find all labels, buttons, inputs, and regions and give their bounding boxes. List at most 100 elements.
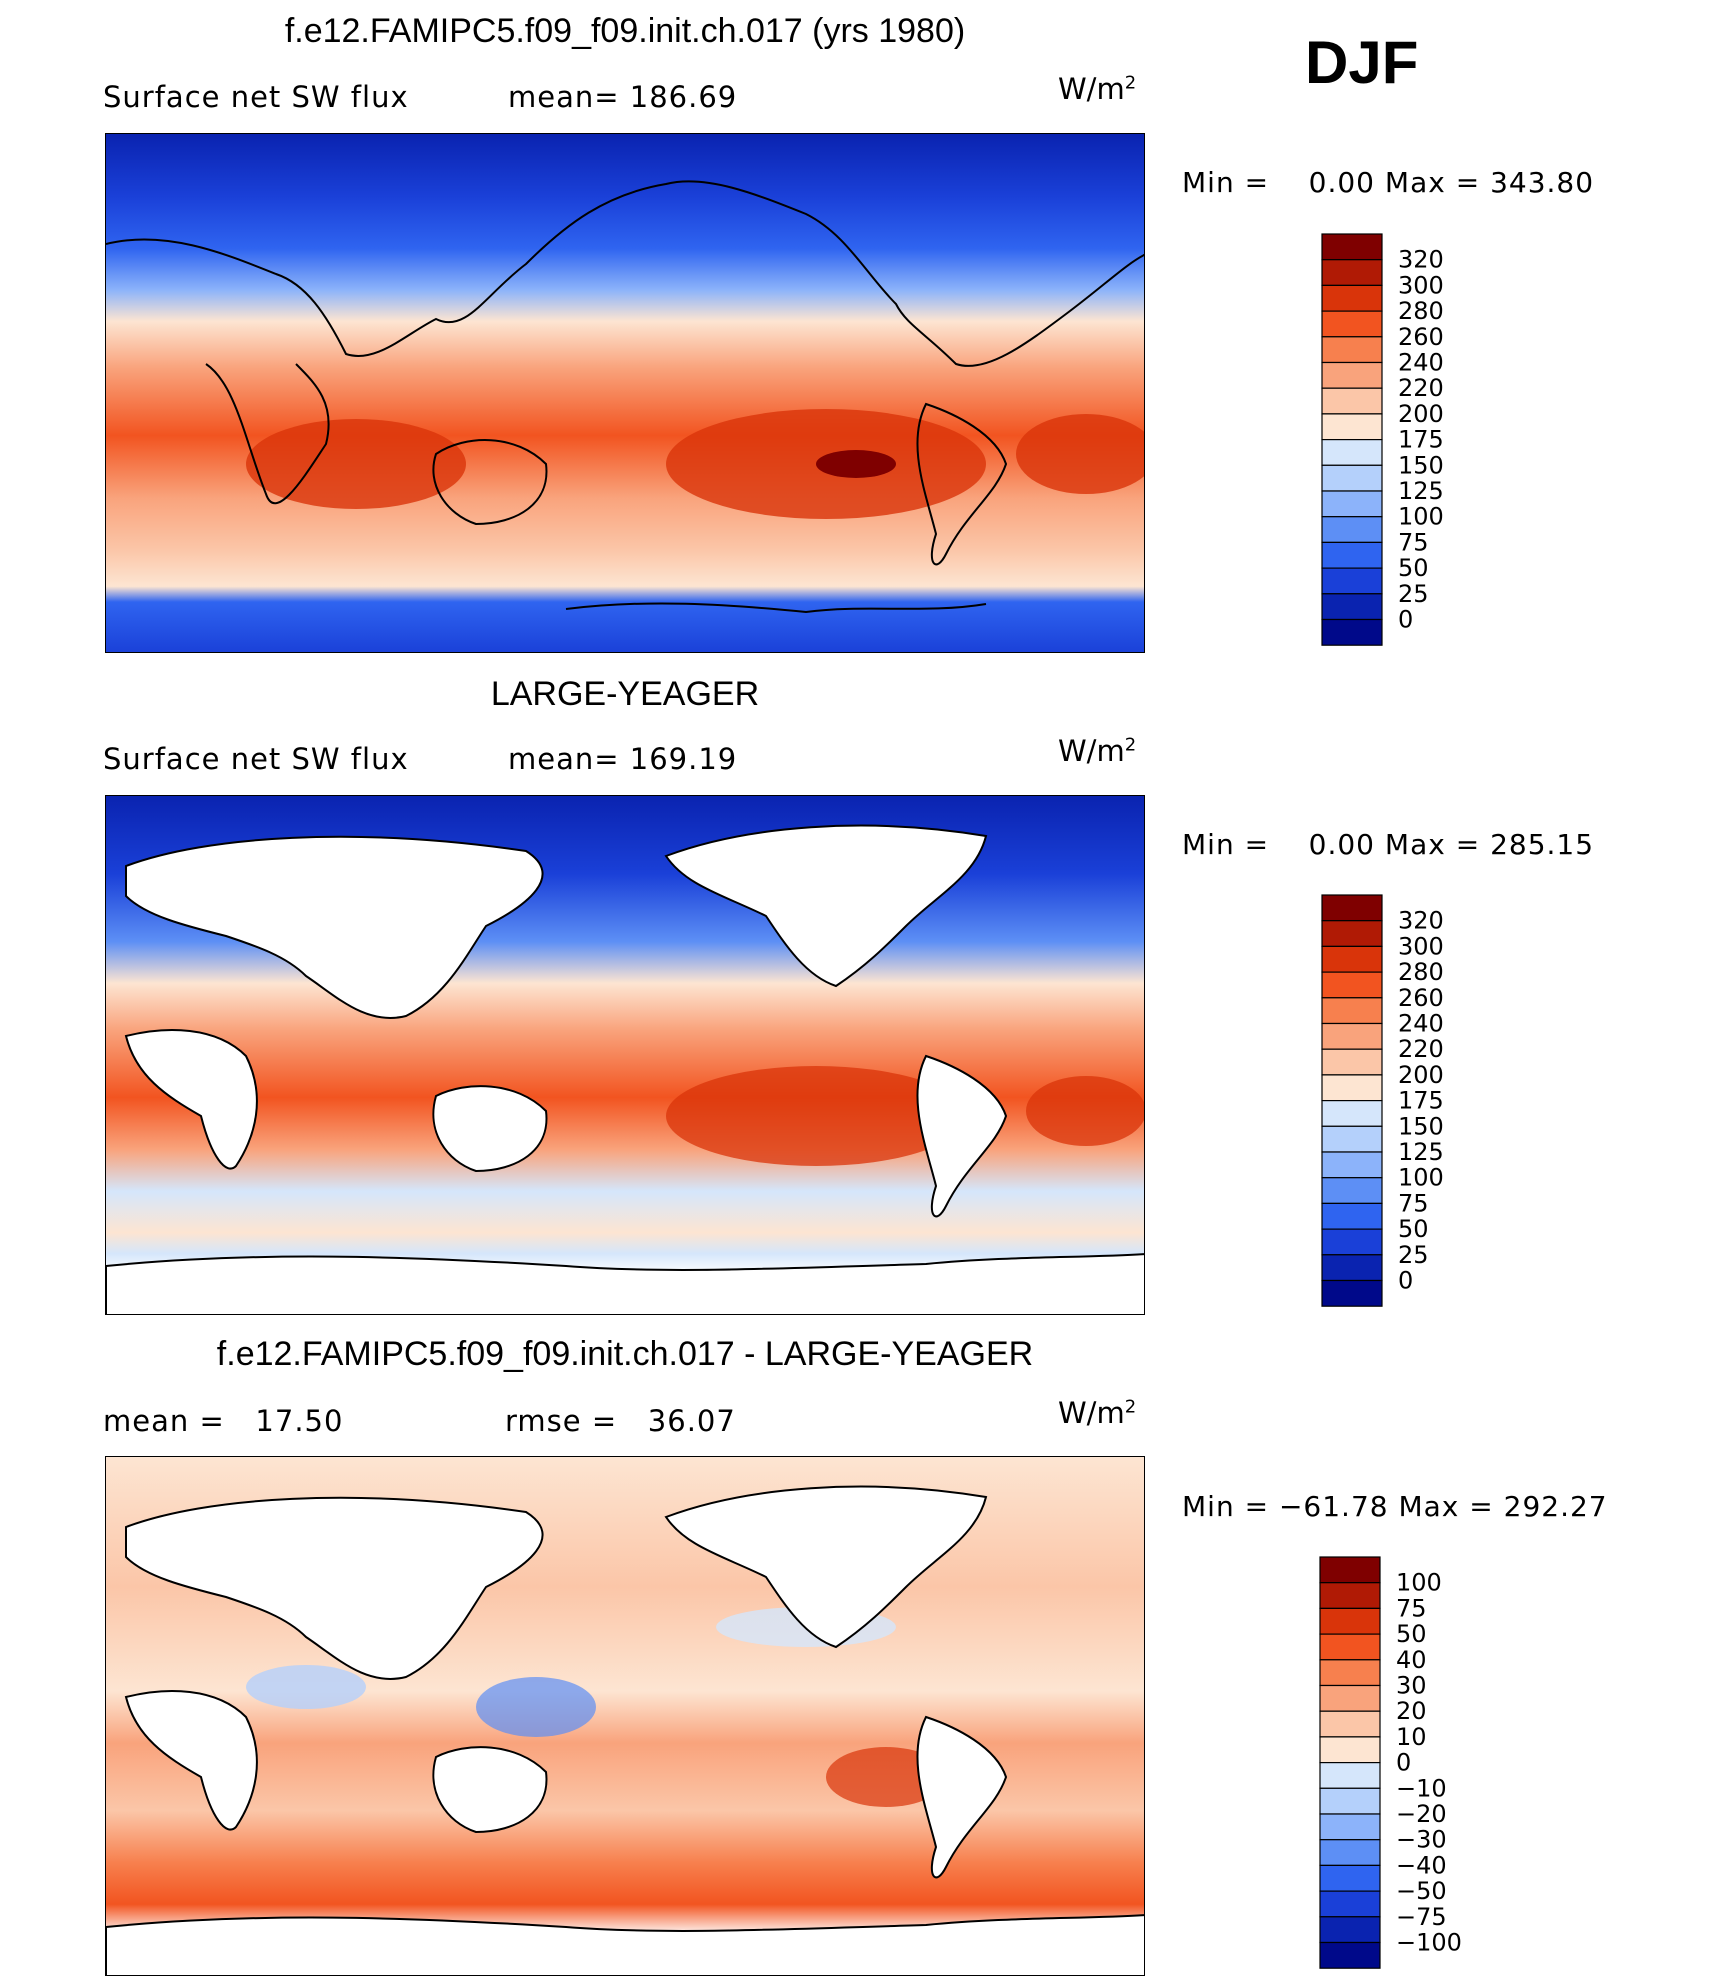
panel3-units: W/m2 [1058,1396,1136,1430]
panel3-rmse-label: rmse = [505,1404,618,1438]
colorbar-swatch [1321,920,1383,948]
colorbar-swatch [1321,490,1383,518]
colorbar-tick-label: 125 [1398,477,1444,505]
panel1-mean-label: mean= [508,80,620,114]
panel3-min-value: −61.78 [1278,1490,1389,1523]
colorbar-swatch [1321,233,1383,261]
panel3-max-label: Max = [1398,1490,1494,1523]
colorbar-swatch [1321,1125,1383,1153]
panel1-max-label: Max = [1384,166,1481,199]
panel3-colorbar: 100 75 50 40 30 20 10 0 −10 −20 −30 −40 −50 −75 −100 [1318,1555,1518,1980]
colorbar-tick-label: 280 [1398,297,1444,325]
colorbar-swatch [1321,1177,1383,1205]
colorbar-swatch [1321,336,1383,364]
panel1-hotspot-atlantic [1016,414,1144,494]
colorbar-swatch [1319,1607,1381,1635]
colorbar-swatch [1319,1633,1381,1661]
colorbar-tick-label: 0 [1396,1749,1411,1777]
colorbar-tick-label: 50 [1398,554,1429,582]
panel2-mean-label: mean= [508,742,620,776]
panel3-land [106,1485,1144,1975]
colorbar-tick-label: 20 [1396,1697,1427,1725]
panel1-map [105,133,1145,653]
colorbar-tick-label: 320 [1398,907,1444,935]
panel1-max-value: 343.80 [1490,166,1595,199]
panel3-max-value: 292.27 [1503,1490,1608,1523]
panel2-min-value: 0.00 [1308,828,1375,861]
panel1-colorbar: 320 300 280 260 240 220 200 175 150 125 100 75 50 25 0 [1320,232,1520,657]
panel2-min-label: Min = [1182,828,1270,861]
colorbar-swatch [1319,1659,1381,1687]
colorbar-tick-label: 175 [1398,426,1444,454]
panel2-mean: mean= 169.19 [508,742,737,776]
colorbar-swatch [1321,464,1383,492]
colorbar-swatch [1321,310,1383,338]
colorbar-swatch [1321,361,1383,389]
colorbar-swatch [1321,1228,1383,1256]
panel3-units-exp: 2 [1124,1396,1137,1418]
colorbar-tick-label: 175 [1398,1087,1444,1115]
colorbar-swatch [1321,1074,1383,1102]
colorbar-tick-label: −75 [1396,1903,1447,1931]
colorbar-tick-label: 40 [1396,1646,1427,1674]
panel3-map [105,1456,1145,1976]
colorbar-swatch [1321,413,1383,441]
colorbar-tick-label: −50 [1396,1877,1447,1905]
panel3-mean-value: 17.50 [255,1404,344,1438]
panel2-units-base: W/m [1058,734,1125,768]
colorbar-tick-label: −30 [1396,1826,1447,1854]
panel3-positive-area-pacific [826,1747,946,1807]
panel1-min-value: 0.00 [1308,166,1375,199]
panel3-map-svg [106,1457,1144,1975]
colorbar-tick-label: 50 [1398,1215,1429,1243]
colorbar-tick-label: 75 [1398,1189,1429,1217]
colorbar-swatch [1319,1710,1381,1738]
panel1-minmax: Min = 0.00 Max = 343.80 [1182,166,1594,199]
panel2-land [106,824,1144,1314]
colorbar-tick-label: 220 [1398,1035,1444,1063]
colorbar-swatch [1321,516,1383,544]
panel2-title: LARGE-YEAGER [490,675,760,713]
colorbar-swatch [1321,1279,1383,1307]
colorbar-swatch [1321,387,1383,415]
colorbar-tick-label: 75 [1398,528,1429,556]
panel3-rmse: rmse = 36.07 [505,1404,736,1438]
panel3-mean: mean = 17.50 [103,1404,343,1438]
panel3-negative-area-indian [246,1665,366,1709]
colorbar-tick-label: 280 [1398,958,1444,986]
colorbar-swatch [1321,1100,1383,1127]
colorbar-tick-label: 240 [1398,1010,1444,1038]
colorbar-swatch [1321,1022,1383,1050]
panel1-title: f.e12.FAMIPC5.f09_f09.init.ch.017 (yrs 1… [284,12,966,50]
panel3-rmse-value: 36.07 [647,1404,736,1438]
colorbar-tick-label: 200 [1398,400,1444,428]
colorbar-tick-label: 200 [1398,1061,1444,1089]
colorbar-swatch [1319,1556,1381,1584]
colorbar-swatch [1321,284,1383,312]
panel2-max-value: 285.15 [1490,828,1595,861]
panel2-hotspot-atlantic [1026,1076,1144,1146]
colorbar-tick-label: 10 [1396,1723,1427,1751]
panel3-negative-area-maritime [476,1677,596,1737]
colorbar-swatch [1321,567,1383,595]
panel1-max-spot [816,450,896,478]
panel2-max-label: Max = [1384,828,1481,861]
panel1-map-svg [106,134,1144,652]
colorbar-swatch [1321,945,1383,973]
panel1-field [106,134,1144,652]
colorbar-tick-label: 300 [1398,271,1444,299]
colorbar-tick-label: 300 [1398,932,1444,960]
panel1-min-label: Min = [1182,166,1270,199]
panel2-minmax: Min = 0.00 Max = 285.15 [1182,828,1594,861]
colorbar-swatch [1319,1684,1381,1712]
colorbar-tick-label: 220 [1398,374,1444,402]
panel2-units-exp: 2 [1124,734,1137,756]
colorbar-swatch [1319,1762,1381,1789]
colorbar-tick-label: 100 [1398,1164,1444,1192]
colorbar-swatch [1319,1582,1381,1610]
colorbar-tick-label: 260 [1398,984,1444,1012]
panel1-mean: mean= 186.69 [508,80,737,114]
panel2-colorbar: 320 300 280 260 240 220 200 175 150 125 100 75 50 25 0 [1320,893,1520,1318]
